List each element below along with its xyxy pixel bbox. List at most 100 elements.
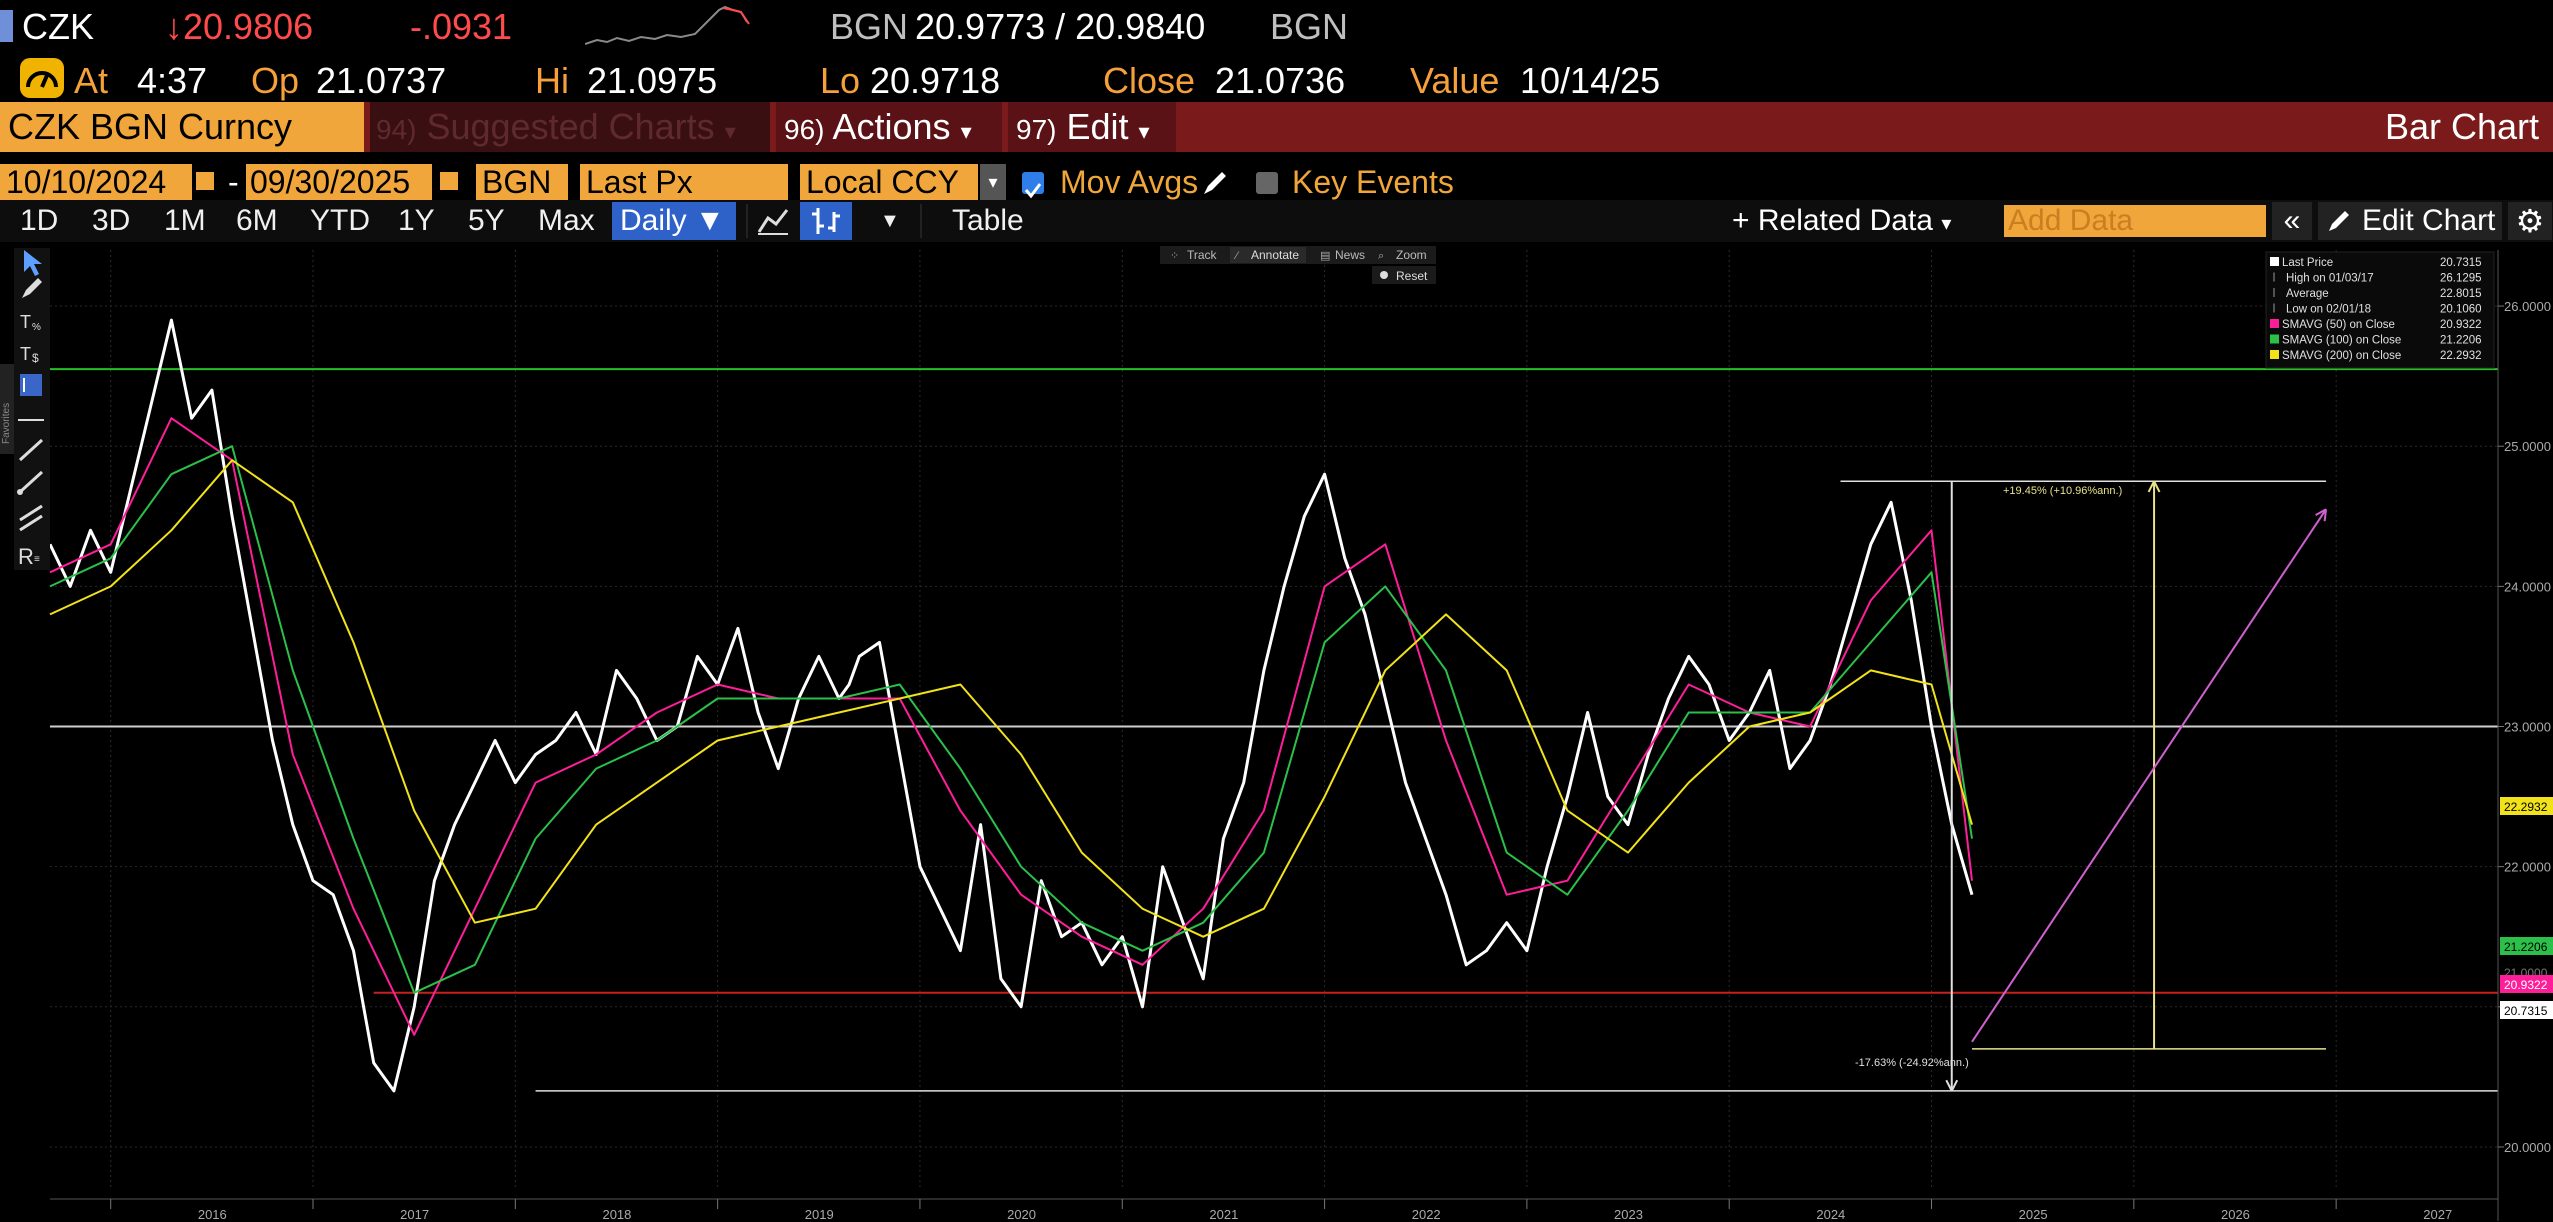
price-chart[interactable]: 26.000025.000024.000023.000022.000021.00… (0, 244, 2553, 1222)
channel-icon[interactable] (19, 504, 43, 532)
period-6m[interactable]: 6M (236, 204, 278, 237)
close-label: Close (1103, 60, 1196, 101)
sma50-tag: 20.9322 (2504, 978, 2548, 992)
mov-avgs-label[interactable]: Mov Avgs (1060, 164, 1199, 200)
series-line-2 (49, 445, 1973, 994)
pencil-icon[interactable] (22, 278, 42, 298)
cursor-icon[interactable] (24, 250, 42, 276)
legend-value: 22.2932 (2440, 350, 2482, 362)
legend-swatch (2270, 350, 2279, 359)
start-calendar-icon[interactable] (194, 170, 216, 192)
chart-series (48, 318, 1974, 1093)
legend-value: 22.8015 (2440, 288, 2482, 300)
x-tick-label: 2021 (1209, 1207, 1238, 1222)
gear-icon[interactable]: ⚙ (2508, 202, 2552, 240)
x-tick-label: 2022 (1412, 1207, 1441, 1222)
key-events-checkbox[interactable] (1256, 172, 1278, 194)
edit-pencil-icon[interactable] (1200, 168, 1230, 198)
legend-box (2265, 251, 2495, 369)
chart-legend: Last Price 20.7315 High on 01/03/17 26.1295… (2265, 251, 2495, 369)
news-button[interactable]: News (1335, 248, 1365, 262)
measure-icon[interactable]: T% (20, 312, 41, 333)
legend-value: 21.2206 (2440, 335, 2482, 347)
period-5y[interactable]: 5Y (468, 204, 505, 237)
x-tick-label: 2017 (400, 1207, 429, 1222)
security-field[interactable]: CZK BGN Curncy (0, 102, 364, 152)
at-label: At (74, 60, 109, 101)
period-1d[interactable]: 1D (20, 204, 59, 237)
related-data-button[interactable]: + Related Data ▾ (1732, 204, 1952, 237)
high-label: Hi (535, 60, 569, 101)
field-selector[interactable]: Last Px (580, 164, 788, 200)
low-value: 20.9718 (870, 60, 1001, 101)
x-tick-label: 2024 (1816, 1207, 1845, 1222)
table-button[interactable]: Table (952, 204, 1024, 237)
y-tick-label: 25.0000 (2504, 439, 2551, 454)
legend-label: High on 01/03/17 (2286, 273, 2374, 285)
period-ytd[interactable]: YTD (310, 204, 370, 237)
line-chart-icon[interactable] (756, 206, 790, 236)
text-icon[interactable]: R ≡ (18, 544, 40, 569)
trendline-icon[interactable] (18, 438, 44, 462)
chart-grid (50, 250, 2498, 1189)
x-tick-label: 2026 (2221, 1207, 2250, 1222)
chart-type-title: Bar Chart (2384, 106, 2539, 147)
chart-hlines (50, 368, 2498, 1092)
projection-arrowhead-up-move (2147, 480, 2161, 493)
collapse-icon[interactable]: « (2272, 202, 2312, 240)
source-field[interactable]: BGN (476, 164, 568, 200)
legend-label: SMAVG (200) on Close (2282, 350, 2401, 362)
legend-label: Average (2286, 288, 2329, 300)
svg-text:≡: ≡ (34, 554, 40, 565)
period-1y[interactable]: 1Y (398, 204, 435, 237)
period-toolbar: 1D 3D 1M 6M YTD 1Y 5Y Max Daily ▼ ▼ Tabl… (0, 200, 2553, 242)
end-date-field[interactable]: 09/30/2025 (246, 164, 432, 200)
x-tick-label: 2027 (2423, 1207, 2452, 1222)
frequency-dropdown[interactable]: Daily ▼ (612, 202, 736, 240)
mov-avgs-checkbox[interactable] (1022, 172, 1044, 199)
open-label: Op (251, 60, 300, 101)
track-button[interactable]: Track (1187, 248, 1218, 262)
ray-icon[interactable] (17, 470, 44, 495)
ticker: CZK (22, 6, 94, 47)
date-range-dash: - (228, 164, 239, 200)
projection-arrowhead-down-move (1945, 1079, 1959, 1092)
annotate-button[interactable]: Annotate (1251, 248, 1299, 262)
speedometer-icon[interactable] (20, 58, 64, 98)
fib-icon[interactable] (20, 374, 42, 396)
high-value: 21.0975 (587, 60, 718, 101)
legend-value: 20.9322 (2440, 319, 2482, 331)
up-move-label: +19.45% (+10.96%ann.) (2003, 485, 2122, 497)
legend-label: SMAVG (50) on Close (2282, 319, 2395, 331)
value-date: 10/14/25 (1520, 60, 1661, 101)
y-tick-label: 26.0000 (2504, 299, 2551, 314)
period-1m[interactable]: 1M (164, 204, 206, 237)
legend-value: 26.1295 (2440, 273, 2482, 285)
actions-menu[interactable]: 96) Actions ▾ (776, 102, 1002, 152)
start-date-field[interactable]: 10/10/2024 (0, 164, 192, 200)
x-tick-label: 2023 (1614, 1207, 1643, 1222)
legend-swatch (2270, 257, 2279, 266)
end-calendar-icon[interactable] (438, 170, 460, 192)
favorites-tab[interactable]: Favorites (1, 403, 12, 444)
edit-chart-button[interactable]: Edit Chart (2318, 202, 2502, 240)
add-data-input[interactable]: Add Data (2004, 205, 2266, 237)
period-max[interactable]: Max (538, 204, 595, 237)
key-events-label[interactable]: Key Events (1292, 164, 1454, 200)
sma200-tag: 22.2932 (2504, 800, 2548, 814)
currency-dropdown-icon[interactable]: ▾ (980, 164, 1006, 200)
chart-style-dropdown-icon[interactable]: ▼ (880, 210, 900, 232)
reset-button[interactable]: Reset (1396, 269, 1428, 283)
edit-chart-pencil-icon (2329, 211, 2349, 231)
low-label: Lo (820, 60, 861, 101)
zoom-button[interactable]: Zoom (1396, 248, 1427, 262)
edit-menu[interactable]: 97) Edit ▾ (1008, 102, 1176, 152)
bid-ask: 20.9773 / 20.9840 (915, 6, 1206, 47)
bar-chart-icon[interactable] (800, 202, 852, 240)
percent-icon[interactable]: T $ (20, 344, 39, 365)
projection-arrowhead-trend-arrow (2315, 508, 2328, 522)
period-3d[interactable]: 3D (92, 204, 131, 237)
currency-selector[interactable]: Local CCY (800, 164, 978, 200)
svg-text:T: T (20, 312, 31, 332)
legend-label: SMAVG (100) on Close (2282, 335, 2401, 347)
